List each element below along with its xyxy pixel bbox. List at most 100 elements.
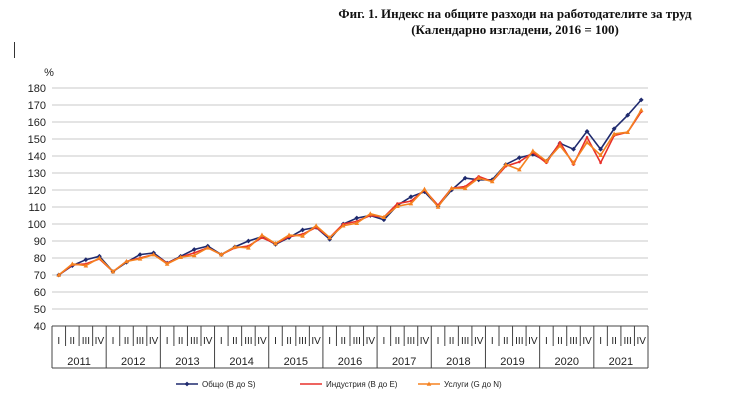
year-label: 2013: [175, 356, 199, 368]
year-label: 2021: [609, 356, 633, 368]
data-point: [518, 160, 521, 164]
series-line: [58, 111, 642, 276]
data-point: [354, 215, 360, 221]
y-tick-label: 150: [28, 134, 46, 146]
chart-title-block: Фиг. 1. Индекс на общите разходи на рабо…: [300, 6, 730, 38]
quarter-label: I: [545, 336, 548, 347]
data-point: [110, 269, 116, 274]
data-point: [489, 179, 495, 184]
data-point: [396, 202, 399, 205]
quarter-label: II: [70, 336, 76, 347]
data-point: [368, 211, 373, 216]
quarter-label: I: [166, 336, 169, 347]
quarter-label: IV: [149, 336, 159, 347]
quarter-label: III: [298, 336, 306, 347]
data-point: [137, 256, 143, 261]
quarter-label: I: [57, 336, 60, 347]
data-point: [83, 263, 89, 268]
quarter-label: II: [178, 336, 184, 347]
data-point: [422, 189, 427, 195]
data-point: [124, 258, 129, 264]
data-point: [530, 148, 536, 153]
y-tick-label: 180: [28, 83, 46, 95]
data-point: [164, 261, 170, 266]
quarter-label: I: [274, 336, 277, 347]
data-point: [273, 241, 278, 246]
data-point: [584, 139, 590, 145]
year-label: 2018: [446, 356, 470, 368]
series-lines: [56, 97, 644, 278]
data-point: [313, 223, 319, 228]
y-tick-label: 90: [34, 236, 46, 248]
quarter-label: IV: [257, 336, 267, 347]
data-point: [137, 252, 143, 257]
data-point: [598, 152, 603, 157]
y-tick-label: 120: [28, 185, 46, 197]
data-point: [56, 272, 62, 277]
data-point: [178, 254, 183, 259]
data-point: [611, 126, 617, 132]
quarter-label: IV: [528, 336, 538, 347]
quarter-label: II: [232, 336, 238, 347]
year-label: 2017: [392, 356, 416, 368]
quarter-label: II: [286, 336, 292, 347]
y-tick-label: 140: [28, 151, 46, 163]
quarter-label: I: [220, 336, 223, 347]
quarter-label: II: [124, 336, 130, 347]
y-tick-label: 100: [28, 219, 46, 231]
data-point: [462, 175, 468, 181]
quarter-label: I: [328, 336, 331, 347]
data-point: [476, 175, 481, 180]
data-point: [571, 160, 576, 165]
year-label: 2015: [284, 356, 308, 368]
data-point: [544, 158, 549, 163]
legend-label: Индустрия (B до E): [326, 380, 398, 389]
quarter-label: II: [449, 336, 455, 347]
quarter-label: II: [611, 336, 617, 347]
series-line: [58, 99, 642, 276]
year-label: 2020: [554, 356, 578, 368]
data-point: [340, 223, 346, 228]
legend-marker: [184, 381, 190, 387]
legend-label: Общо (B до S): [202, 380, 256, 389]
data-point: [584, 128, 590, 134]
quarter-label: II: [395, 336, 401, 347]
quarter-label: I: [437, 336, 440, 347]
legend-label: Услуги (G до N): [444, 380, 502, 389]
data-point: [395, 203, 400, 208]
quarter-label: I: [599, 336, 602, 347]
legend-marker: [426, 381, 432, 386]
quarter-label: II: [557, 336, 563, 347]
data-point: [192, 251, 196, 255]
data-point: [409, 199, 413, 203]
y-tick-label: 80: [34, 253, 46, 265]
data-point: [286, 232, 292, 237]
quarter-label: IV: [582, 336, 592, 347]
y-tick-label: 70: [34, 270, 46, 282]
year-label: 2012: [121, 356, 145, 368]
y-axis-label: %: [44, 67, 54, 79]
y-tick-label: 60: [34, 287, 46, 299]
data-point: [191, 252, 197, 258]
data-point: [259, 232, 265, 237]
data-point: [625, 112, 631, 118]
quarter-label: IV: [420, 336, 430, 347]
data-point: [232, 244, 238, 249]
data-point: [408, 201, 414, 206]
y-tick-label: 170: [28, 100, 46, 112]
quarter-label: III: [82, 336, 90, 347]
data-point: [599, 161, 602, 165]
data-point: [598, 146, 603, 152]
data-point: [625, 129, 630, 134]
data-point: [191, 247, 197, 252]
data-point: [300, 227, 305, 233]
year-label: 2019: [500, 356, 524, 368]
quarter-label: II: [340, 336, 346, 347]
series-line: [58, 109, 642, 276]
data-point: [97, 255, 102, 260]
data-point: [300, 233, 305, 238]
quarter-label: I: [382, 336, 385, 347]
quarter-label: III: [515, 336, 523, 347]
quarter-label: III: [190, 336, 198, 347]
quarter-label: II: [503, 336, 509, 347]
